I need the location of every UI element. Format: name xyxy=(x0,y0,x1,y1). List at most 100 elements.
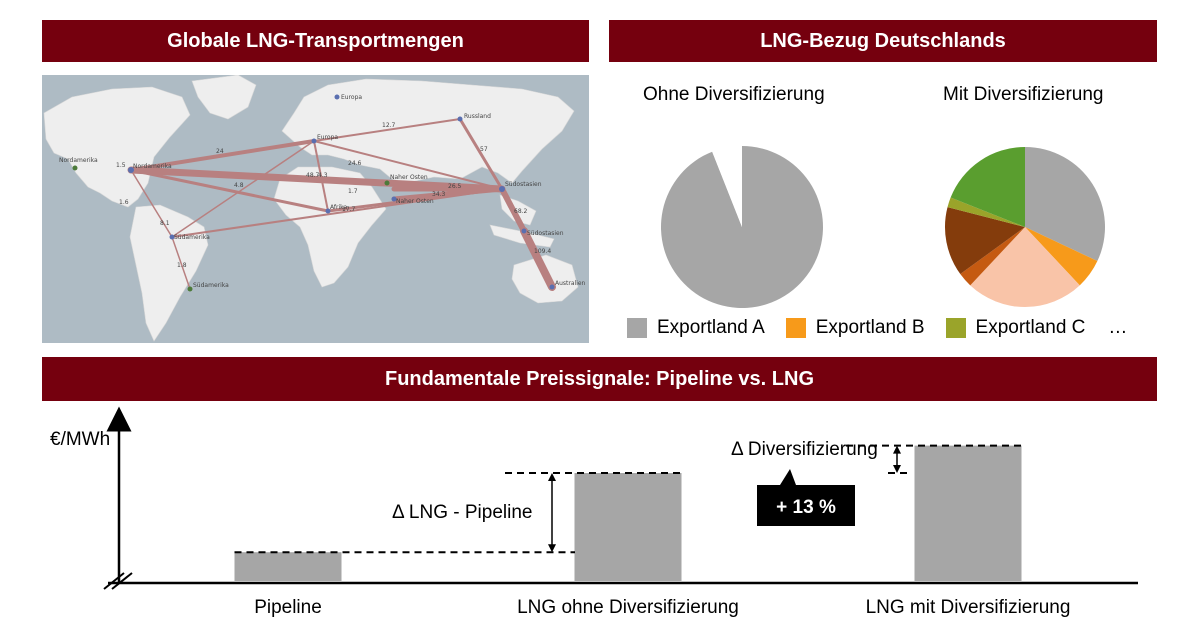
pie-title-without-diversification: Ohne Diversifizierung xyxy=(643,84,825,105)
pie-section-title: LNG-Bezug Deutschlands xyxy=(760,29,1006,52)
flow-line xyxy=(313,118,461,142)
legend-label: Exportland C xyxy=(975,317,1086,338)
map-node xyxy=(72,165,78,171)
map-node-label: Südostasien xyxy=(527,230,564,237)
percent-callout-label: + 13 % xyxy=(776,497,836,518)
legend-item-exportland-a: Exportland A xyxy=(627,317,765,339)
flow-line xyxy=(313,140,503,190)
y-axis-label: €/MWh xyxy=(50,429,110,450)
map-node-label: Afrika xyxy=(330,204,348,211)
map-section-banner: Globale LNG-Transportmengen xyxy=(42,20,589,62)
map-labels: Europa Russland Nordamerika Nordamerika … xyxy=(59,94,586,289)
flow-value-label: 17.7 xyxy=(342,206,356,213)
map-node-label: Australien xyxy=(555,280,586,287)
flow-line xyxy=(171,140,315,238)
landmass-indonesia xyxy=(489,224,555,248)
flow-line xyxy=(171,236,191,290)
pie-legend: Exportland A Exportland B Exportland C … xyxy=(627,315,1127,341)
map-node-label: Naher Osten xyxy=(396,198,434,205)
flow-value-label: 68.2 xyxy=(514,208,528,215)
flow-value-label: 48.7 xyxy=(306,172,320,179)
map-node-label: Europa xyxy=(341,94,362,101)
delta-diversification-label: Δ Diversifizierung xyxy=(731,439,878,460)
percent-callout-box xyxy=(757,469,855,526)
legend-item-exportland-c: Exportland C xyxy=(945,317,1086,339)
bar-section-title: Fundamentale Preissignale: Pipeline vs. … xyxy=(384,367,814,390)
bar xyxy=(574,473,682,581)
delta-arrow-head xyxy=(548,544,556,553)
pie-slice xyxy=(950,147,1025,227)
pie-title-with-diversification: Mit Diversifizierung xyxy=(943,84,1104,105)
pie-slice xyxy=(945,207,1025,275)
pie-slice xyxy=(1025,227,1098,286)
map-node xyxy=(549,284,555,290)
flow-line xyxy=(500,187,554,289)
delta-arrow-head xyxy=(548,473,556,481)
bar xyxy=(914,445,1022,581)
delta-lng-label: Δ LNG - Pipeline xyxy=(392,502,532,523)
flow-line xyxy=(129,139,316,172)
delta-arrow-head xyxy=(893,445,901,454)
map-node xyxy=(325,208,331,214)
x-tick-label: LNG mit Diversifizierung xyxy=(866,597,1071,618)
flow-value-label: 4.3 xyxy=(318,172,328,179)
flow-line xyxy=(127,166,506,193)
flow-value-label: 12.7 xyxy=(382,122,396,129)
flow-value-label: 1.7 xyxy=(348,188,358,195)
flow-lines xyxy=(127,117,556,291)
map-node-label: Russland xyxy=(464,113,491,120)
legend-label: Exportland A xyxy=(657,317,765,338)
map-section-title: Globale LNG-Transportmengen xyxy=(167,29,464,52)
landmass-greenland xyxy=(191,75,257,120)
delta-arrow-head xyxy=(893,465,901,473)
landmass-south-america xyxy=(129,204,209,342)
map-node xyxy=(521,228,527,234)
x-tick-label: LNG ohne Diversifizierung xyxy=(517,597,739,618)
pie-slice xyxy=(712,146,742,227)
flow-line xyxy=(130,169,173,238)
pie-slice xyxy=(1025,147,1105,262)
pie-chart-without-diversification xyxy=(661,146,823,308)
flow-line xyxy=(458,117,504,191)
flow-value-label: 1.6 xyxy=(119,199,129,206)
flow-line xyxy=(313,140,329,212)
flow-value-label: 109.4 xyxy=(534,248,551,255)
landmass-africa xyxy=(273,166,387,288)
map-node xyxy=(384,180,390,186)
map-node-label: Naher Osten xyxy=(390,174,428,181)
legend-more-indicator: … xyxy=(1108,317,1128,338)
flow-value-label: 4.8 xyxy=(234,182,244,189)
pie-slice xyxy=(960,227,1025,286)
map-node xyxy=(334,94,340,100)
landmass-north-america xyxy=(43,86,191,208)
legend-swatch xyxy=(785,318,806,338)
pie-slice xyxy=(947,197,1025,227)
map-node xyxy=(187,286,193,292)
flow-value-label: 57 xyxy=(480,146,488,153)
bar-section-banner: Fundamentale Preissignale: Pipeline vs. … xyxy=(42,357,1157,401)
flow-line xyxy=(171,188,503,238)
legend-swatch xyxy=(945,318,966,338)
map-node-label: Südamerika xyxy=(174,234,210,241)
map-node xyxy=(499,186,505,192)
map-node xyxy=(128,167,134,173)
flow-value-labels: 12.7 24 1.5 4.8 48.7 4.3 24.6 1.7 26.5 3… xyxy=(116,122,551,269)
legend-item-exportland-b: Exportland B xyxy=(785,317,925,339)
flow-value-label: 8.1 xyxy=(160,220,170,227)
x-tick-labels: Pipeline LNG ohne Diversifizierung LNG m… xyxy=(254,597,1070,618)
map-node xyxy=(391,196,397,202)
flow-value-label: 1.8 xyxy=(177,262,187,269)
price-signal-bar-chart: €/MWh Pipeline LNG ohne Diversifizierung… xyxy=(50,406,1138,618)
pie-section-banner: LNG-Bezug Deutschlands xyxy=(609,20,1157,62)
flow-value-label: 24 xyxy=(216,148,224,155)
x-tick-label: Pipeline xyxy=(254,597,322,618)
flow-value-label: 1.5 xyxy=(116,162,126,169)
lng-flow-map: Europa Russland Nordamerika Nordamerika … xyxy=(42,75,589,343)
map-node-label: Nordamerika xyxy=(133,163,172,170)
flow-nodes xyxy=(72,94,555,292)
map-node-label: Südamerika xyxy=(193,282,229,289)
axis-break-mark xyxy=(111,572,133,590)
delta-annotations xyxy=(234,444,1022,554)
pie-slice xyxy=(970,227,1080,307)
map-node-label: Südostasien xyxy=(505,181,542,188)
